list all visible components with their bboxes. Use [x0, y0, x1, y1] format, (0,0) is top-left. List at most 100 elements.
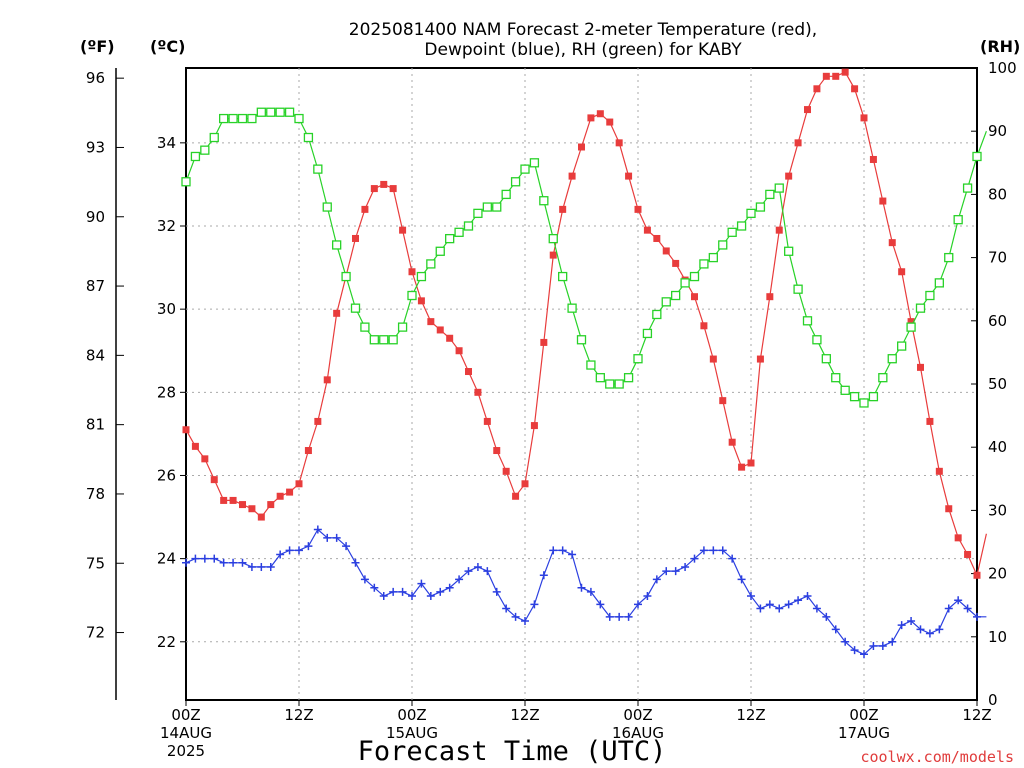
rh-point — [181, 177, 191, 187]
temperature-point — [634, 205, 642, 213]
dewpoint-line — [185, 528, 987, 656]
dewpoint-point — [822, 612, 831, 621]
dewpoint-point — [455, 575, 464, 584]
time-tick-label: 00Z — [623, 706, 652, 724]
celsius-unit-label: (ºC) — [150, 37, 185, 56]
celsius-tick-label: 22 — [157, 633, 176, 651]
rh-point — [350, 303, 361, 313]
dewpoint-point — [426, 592, 435, 601]
rh-point — [492, 202, 502, 212]
rh-point — [426, 259, 436, 269]
dewpoint-point — [445, 583, 454, 592]
dewpoint-point — [765, 600, 774, 609]
temperature-point — [775, 226, 783, 234]
dewpoint-point — [539, 571, 548, 580]
dewpoint-point — [398, 587, 407, 596]
dewpoint-point — [954, 596, 963, 605]
rh-unit-label: (RH) — [980, 37, 1020, 56]
temperature-point — [276, 492, 284, 500]
rh-point — [539, 196, 549, 206]
rh-point — [473, 208, 483, 219]
rh-point — [407, 290, 417, 301]
year-label: 2025 — [167, 742, 205, 760]
temperature-point — [568, 172, 576, 180]
temperature-point — [926, 417, 934, 425]
temperature-point — [559, 205, 567, 213]
dewpoint-point — [709, 546, 718, 555]
temperature-point — [549, 251, 557, 259]
rh-point — [746, 208, 756, 219]
dewpoint-point — [944, 604, 953, 613]
celsius-ticks: 22 24 26 28 30 32 34 — [157, 134, 186, 651]
celsius-tick-label: 34 — [157, 134, 176, 152]
fahrenheit-tick-label: 84 — [86, 346, 105, 364]
temperature-point — [879, 197, 887, 205]
dewpoint-point — [332, 533, 341, 542]
temperature-point — [945, 505, 953, 513]
rh-point — [812, 335, 822, 345]
dewpoint-point — [530, 600, 539, 609]
temperature-point — [625, 172, 633, 180]
fahrenheit-ticks: 72 75 78 81 84 87 90 93 96 — [86, 69, 124, 642]
rh-point — [718, 240, 728, 250]
dewpoint-point — [549, 546, 558, 555]
temperature-point — [210, 476, 218, 484]
rh-point — [548, 233, 558, 244]
dewpoint-point — [200, 554, 209, 563]
temperature-point — [719, 397, 727, 405]
rh-point — [586, 360, 596, 370]
rh-point — [445, 233, 455, 244]
temperature-point — [672, 259, 680, 267]
rh-point — [190, 151, 201, 162]
rh-point — [322, 202, 332, 212]
rh-point — [369, 335, 379, 345]
temperature-point — [427, 318, 435, 326]
temperature-point — [869, 155, 877, 163]
temperature-point — [474, 388, 482, 396]
dewpoint-point — [850, 646, 859, 655]
dewpoint-point — [662, 567, 671, 576]
rh-point — [435, 246, 445, 256]
dewpoint-point — [671, 567, 680, 576]
rh-point — [671, 290, 681, 301]
temperature-point — [747, 459, 755, 467]
dewpoint-point — [511, 612, 520, 621]
rh-tick-label: 100 — [988, 59, 1017, 77]
rh-point — [897, 341, 907, 351]
rh-point — [953, 215, 963, 225]
rh-point — [501, 189, 511, 200]
dewpoint-series — [182, 525, 987, 659]
temperature-point — [851, 85, 859, 93]
dewpoint-point — [408, 592, 416, 601]
rh-point — [605, 379, 615, 389]
time-tick-label: 00Z — [849, 706, 878, 724]
rh-point — [567, 303, 577, 313]
dewpoint-point — [652, 575, 661, 584]
fahrenheit-tick-label: 96 — [86, 69, 105, 87]
rh-point — [397, 322, 408, 332]
temperature-point — [935, 467, 943, 475]
dewpoint-point — [624, 612, 633, 621]
rh-point — [859, 398, 869, 408]
date-label: 14AUG — [160, 724, 212, 742]
date-label: 16AUG — [612, 724, 664, 742]
rh-tick-label: 90 — [988, 122, 1007, 140]
temperature-point — [370, 185, 378, 193]
rh-point — [849, 391, 860, 402]
rh-point — [802, 316, 813, 326]
rh-point — [558, 271, 568, 282]
temperature-point — [691, 293, 698, 301]
fahrenheit-tick-label: 78 — [86, 485, 105, 503]
chart-subtitle: Dewpoint (blue), RH (green) for KABY — [424, 40, 742, 60]
dewpoint-point — [370, 583, 379, 592]
rh-point — [294, 113, 304, 124]
dewpoint-point — [389, 587, 398, 596]
temperature-point — [738, 463, 746, 471]
rh-point — [266, 107, 276, 117]
dewpoint-point — [473, 562, 482, 571]
fahrenheit-tick-label: 75 — [86, 554, 105, 572]
dewpoint-point — [643, 592, 652, 601]
rh-line — [185, 111, 987, 404]
rh-point — [708, 252, 718, 263]
rh-point — [576, 335, 587, 345]
